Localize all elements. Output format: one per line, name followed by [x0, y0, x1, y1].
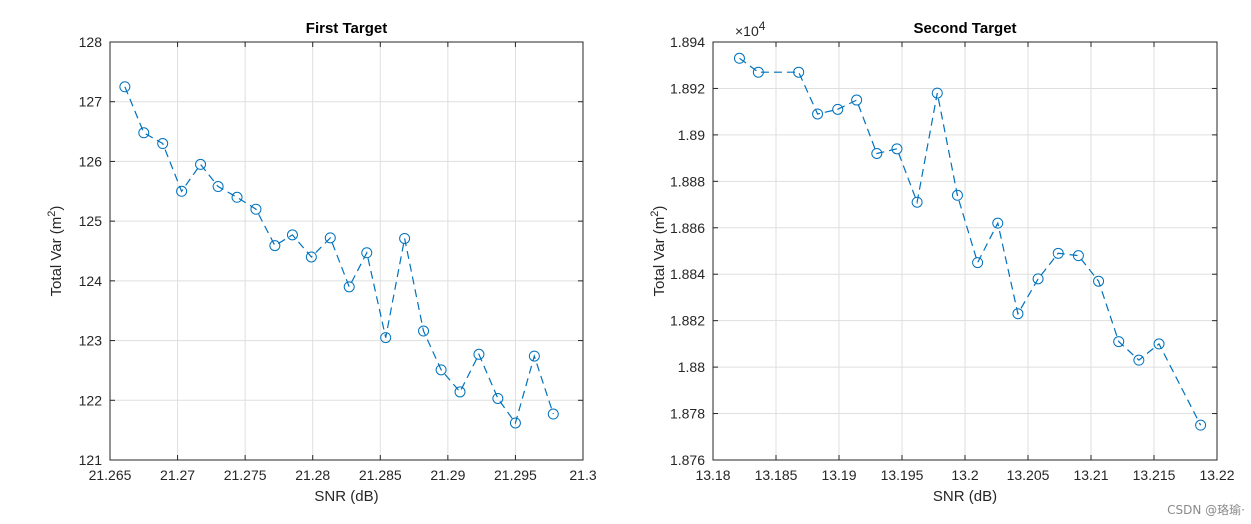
- y-tick-label: 123: [79, 333, 103, 349]
- data-point-marker: [119, 81, 131, 93]
- data-point-marker: [1032, 273, 1044, 285]
- data-point-marker: [231, 191, 243, 203]
- x-tick-label: 21.3: [569, 467, 596, 483]
- data-point-marker: [547, 408, 559, 420]
- data-point-marker: [176, 185, 188, 197]
- y-axis-label: Total Var (m2): [649, 206, 668, 297]
- x-tick-label: 21.29: [430, 467, 465, 483]
- data-point-marker: [492, 392, 504, 404]
- data-point-marker: [361, 247, 373, 259]
- x-tick-label: 13.185: [755, 467, 798, 483]
- data-point-marker: [1052, 247, 1064, 259]
- axes-box: [109, 41, 584, 461]
- x-tick-label: 21.285: [359, 467, 402, 483]
- x-tick-label: 13.18: [695, 467, 730, 483]
- y-tick-label: 1.888: [670, 173, 705, 189]
- x-tick-label: 13.22: [1199, 467, 1234, 483]
- data-point-marker: [473, 348, 485, 360]
- data-point-marker: [871, 147, 883, 159]
- chart-title: First Target: [306, 20, 387, 37]
- data-point-marker: [752, 66, 764, 78]
- data-point-marker: [399, 232, 411, 244]
- x-tick-label: 13.205: [1007, 467, 1050, 483]
- y-exponent-label: ×104: [735, 19, 766, 39]
- data-point-marker: [1093, 275, 1105, 287]
- data-point-marker: [911, 196, 923, 208]
- y-tick-label: 1.876: [670, 452, 705, 468]
- y-tick-label: 1.878: [670, 406, 705, 422]
- y-tick-label: 1.884: [670, 266, 705, 282]
- x-axis-label: SNR (dB): [933, 488, 997, 505]
- y-tick-label: 1.886: [670, 220, 705, 236]
- data-point-marker: [992, 217, 1004, 229]
- x-tick-label: 13.215: [1133, 467, 1176, 483]
- y-tick-label: 128: [79, 34, 103, 50]
- data-point-marker: [951, 189, 963, 201]
- y-tick-label: 124: [79, 273, 103, 289]
- data-point-marker: [454, 386, 466, 398]
- data-point-marker: [343, 281, 355, 293]
- data-point-marker: [250, 203, 262, 215]
- y-tick-label: 121: [79, 452, 103, 468]
- series-line: [739, 57, 1202, 426]
- y-tick-label: 1.894: [670, 34, 705, 50]
- x-tick-label: 13.195: [881, 467, 924, 483]
- chart-title: Second Target: [913, 20, 1016, 37]
- y-tick-label: 1.89: [678, 127, 705, 143]
- data-point-marker: [157, 138, 169, 150]
- y-tick-label: 122: [79, 392, 103, 408]
- x-tick-label: 21.295: [494, 467, 537, 483]
- data-point-marker: [380, 332, 392, 344]
- y-tick-label: 1.88: [678, 359, 705, 375]
- data-point-marker: [832, 103, 844, 115]
- y-tick-label: 1.892: [670, 80, 705, 96]
- data-point-marker: [733, 52, 745, 64]
- x-tick-label: 13.21: [1073, 467, 1108, 483]
- data-point-marker: [1153, 338, 1165, 350]
- data-point-marker: [195, 158, 207, 170]
- data-point-marker: [812, 108, 824, 120]
- y-tick-label: 127: [79, 94, 103, 110]
- x-tick-label: 13.19: [821, 467, 856, 483]
- data-point-marker: [435, 364, 447, 376]
- data-point-marker: [1113, 336, 1125, 348]
- data-point-marker: [286, 229, 298, 241]
- y-axis-label: Total Var (m2): [46, 206, 65, 297]
- data-point-marker: [793, 66, 805, 78]
- x-tick-label: 21.28: [295, 467, 330, 483]
- plot-first-target: 21.265 21.27 21.275 21.28 21.285 21.29 21.295 2…: [46, 20, 597, 505]
- x-axis-label: SNR (dB): [314, 488, 378, 505]
- data-point-marker: [1012, 308, 1024, 320]
- data-point-marker: [418, 325, 430, 337]
- plot-area: [110, 42, 583, 460]
- data-point-marker: [1133, 354, 1145, 366]
- data-point-marker: [509, 417, 521, 429]
- data-point-marker: [931, 87, 943, 99]
- data-point-marker: [269, 240, 281, 252]
- data-point-marker: [212, 181, 224, 193]
- data-point-marker: [1195, 419, 1207, 431]
- plot-second-target: 13.18 13.185 13.19 13.195 13.2 13.205 13.21 13.…: [649, 19, 1235, 505]
- x-tick-label: 21.265: [89, 467, 132, 483]
- y-tick-label: 125: [79, 213, 103, 229]
- x-tick-label: 13.2: [951, 467, 978, 483]
- data-point-marker: [972, 257, 984, 269]
- data-point-marker: [138, 127, 150, 139]
- watermark: CSDN @珞瑜·: [1167, 503, 1245, 517]
- data-point-marker: [891, 143, 903, 155]
- data-point-marker: [1072, 250, 1084, 262]
- y-tick-label: 1.882: [670, 313, 705, 329]
- data-point-marker: [305, 251, 317, 263]
- x-tick-label: 21.275: [224, 467, 267, 483]
- data-point-marker: [851, 94, 863, 106]
- data-point-marker: [324, 232, 336, 244]
- y-tick-label: 126: [79, 153, 103, 169]
- data-point-marker: [528, 350, 540, 362]
- x-tick-label: 21.27: [160, 467, 195, 483]
